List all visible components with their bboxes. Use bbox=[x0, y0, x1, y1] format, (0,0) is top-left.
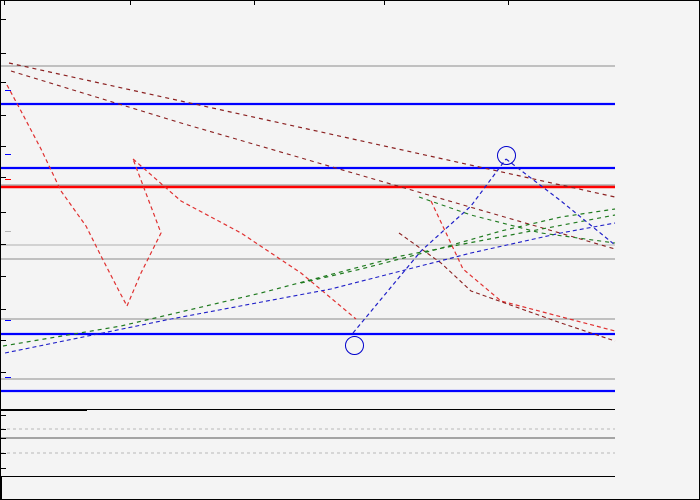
trendline-descending-blue-proj[interactable] bbox=[505, 158, 616, 246]
trendline-ascending-blue-long[interactable] bbox=[4, 222, 616, 354]
price-chart-pane[interactable] bbox=[1, 1, 616, 410]
trendline-green-upper-proj[interactable] bbox=[418, 196, 616, 244]
price-bars-layer[interactable] bbox=[1, 1, 615, 410]
horizontal-levels-layer bbox=[1, 65, 615, 393]
price-badge-137888[interactable] bbox=[5, 320, 11, 321]
trendline-ascending-blue[interactable] bbox=[352, 158, 507, 334]
indicator-pane[interactable] bbox=[1, 411, 615, 477]
trendline-wave-iv-v[interactable] bbox=[132, 158, 357, 320]
trendline-corrective-lower[interactable] bbox=[398, 232, 616, 342]
trendlines-layer bbox=[2, 62, 616, 354]
time-tick-mark bbox=[130, 1, 131, 5]
time-tick-mark bbox=[384, 1, 385, 5]
trendline-wave-iii-iv[interactable] bbox=[126, 158, 162, 307]
price-badge-145622[interactable] bbox=[5, 90, 11, 91]
trendline-a-b-projection[interactable] bbox=[430, 200, 616, 332]
price-badge-current-140870[interactable] bbox=[5, 231, 11, 232]
wave-label-circled-a bbox=[345, 336, 364, 355]
price-badge-142641[interactable] bbox=[5, 179, 11, 180]
trendline-wave-i-iii[interactable] bbox=[6, 84, 128, 307]
macd-rsi-layer bbox=[1, 428, 615, 454]
trendline-descending-mid[interactable] bbox=[10, 70, 616, 250]
time-tick-mark bbox=[4, 1, 5, 5]
axis-divider bbox=[1, 410, 87, 411]
price-badge-135987[interactable] bbox=[5, 377, 11, 378]
time-tick-mark bbox=[508, 1, 509, 5]
time-tick-mark bbox=[254, 1, 255, 5]
trendline-ascending-green[interactable] bbox=[2, 214, 616, 347]
price-badge-143505[interactable] bbox=[5, 154, 11, 155]
wave-label-circled-b bbox=[497, 146, 516, 165]
trendline-ascending-green-inner[interactable] bbox=[300, 208, 616, 284]
